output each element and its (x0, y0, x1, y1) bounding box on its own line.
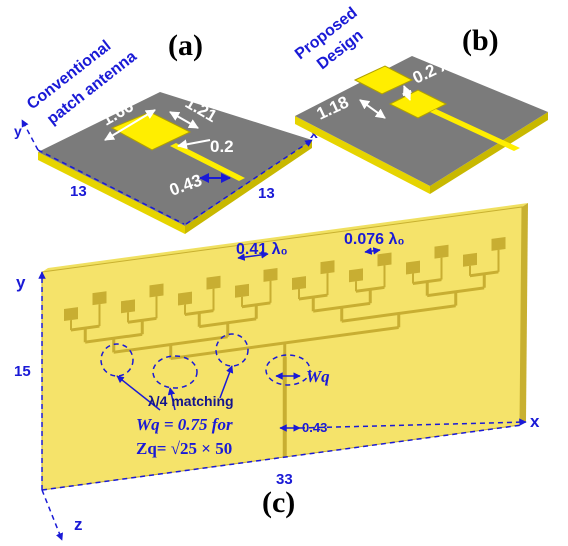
patch-element (150, 283, 164, 297)
patch-element (463, 253, 477, 267)
axis-line (22, 120, 38, 150)
panel-label: (a) (168, 29, 203, 62)
patch-element (435, 245, 449, 259)
side-length: 13 (258, 185, 275, 202)
size-label: 15 (14, 363, 31, 380)
axis-label: x (530, 412, 540, 431)
axis-line (42, 490, 62, 540)
axis-label: y (16, 273, 26, 292)
caption: λ/4 matching (148, 393, 234, 409)
patch-element (93, 291, 107, 305)
patch-element (292, 276, 306, 290)
spacing-label: 0.41 λ₀ (236, 241, 288, 258)
panel-label: (b) (462, 24, 499, 57)
patch-element (492, 237, 506, 251)
patch-element (406, 261, 420, 275)
dimension-label: 0.2 (210, 137, 234, 156)
patch-element (235, 284, 249, 298)
patch-element (349, 268, 363, 282)
patch-element (121, 299, 135, 313)
patch-element (207, 276, 221, 290)
patch-element (264, 268, 278, 282)
patch-element (64, 307, 78, 321)
figure: 1.66 1.21 0.2 0.43 13 13 x y Conventiona… (0, 0, 568, 546)
equation: Zq= √25 × 50 (136, 439, 232, 458)
patch-element (378, 252, 392, 266)
patch-element (178, 292, 192, 306)
axis-label: y (14, 123, 22, 139)
patch-element (321, 260, 335, 274)
panel-b: 0.2 λ₀ 1.18 Proposed Design (b) (292, 4, 548, 194)
panel-label: (c) (262, 486, 295, 519)
spacing-label: 0.076 λ₀ (344, 231, 405, 248)
board (38, 92, 312, 226)
wq-label: Wq (306, 367, 330, 386)
side-length: 13 (70, 183, 87, 200)
panel-c: 0.41 λ₀ 0.076 λ₀ x y z 15 33 0.43 Wq λ/4… (14, 203, 540, 540)
panel-a: 1.66 1.21 0.2 0.43 13 13 x y Conventiona… (14, 29, 318, 234)
feed-width: 0.43 (302, 420, 327, 435)
axis-label: z (74, 515, 83, 534)
equation: Wq = 0.75 for (136, 415, 233, 434)
